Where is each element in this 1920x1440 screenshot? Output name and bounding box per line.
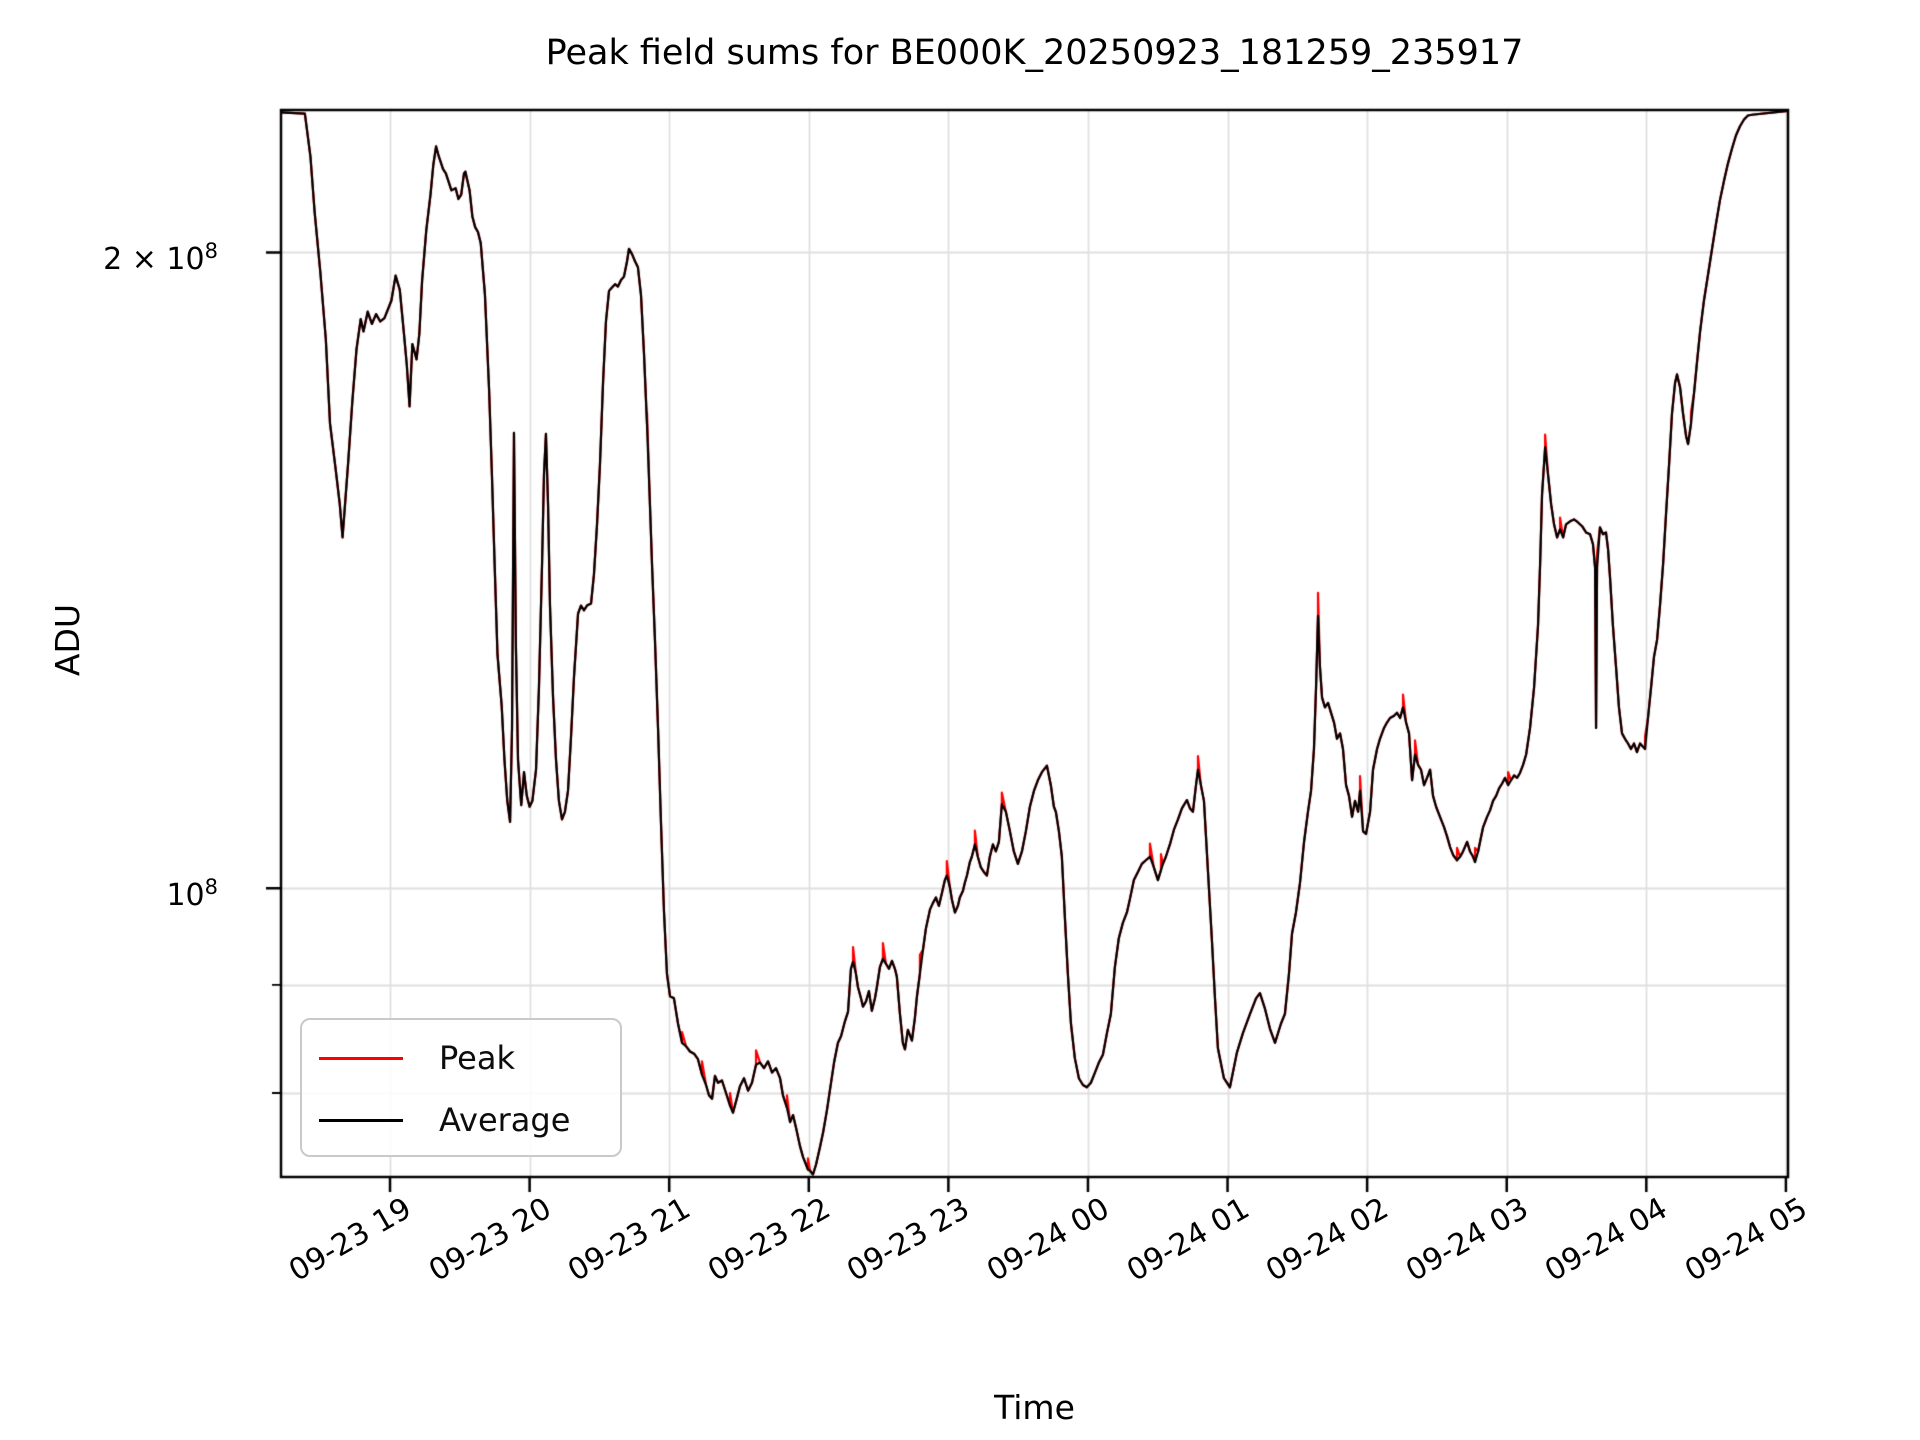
legend-item-label: Peak — [439, 1039, 515, 1077]
legend-item: Peak — [302, 1027, 620, 1089]
x-axis-title: Time — [994, 1388, 1075, 1427]
chart-title: Peak field sums for BE000K_20250923_1812… — [545, 33, 1524, 73]
legend-line-sample-average — [319, 1118, 403, 1122]
legend-item: Average — [302, 1089, 620, 1151]
legend-item-label: Average — [439, 1101, 571, 1139]
y-axis-title: ADU — [47, 603, 87, 677]
legend-line-sample-peak — [319, 1056, 403, 1060]
legend: Peak Average — [300, 1018, 622, 1157]
